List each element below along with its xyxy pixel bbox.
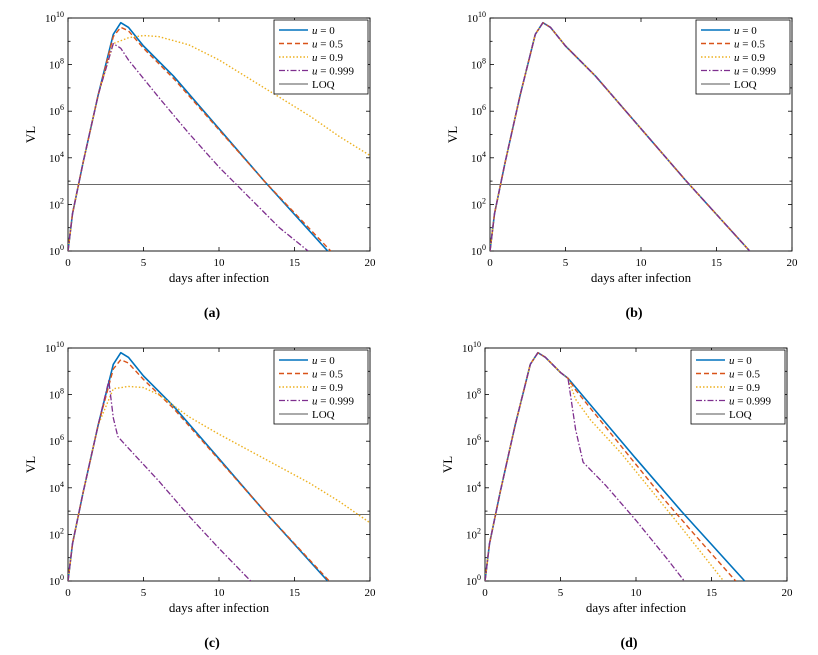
legend-label: u = 0.5 <box>734 39 765 51</box>
legend-label: u = 0.5 <box>312 369 343 381</box>
legend-label: LOQ <box>312 409 335 421</box>
y-tick-label: 106 <box>49 433 64 448</box>
y-tick-label: 108 <box>49 57 64 72</box>
y-tick-label: 1010 <box>467 10 486 25</box>
y-tick-label: 100 <box>466 573 481 588</box>
legend-label: u = 0 <box>734 25 757 37</box>
legend-label: u = 0.9 <box>734 52 765 64</box>
x-tick-label: 20 <box>787 257 799 269</box>
x-tick-label: 5 <box>141 587 147 599</box>
x-tick-label: 15 <box>706 587 718 599</box>
panel-label: (b) <box>625 306 642 321</box>
y-axis-label: VL <box>440 456 455 473</box>
y-tick-label: 106 <box>466 433 481 448</box>
panel-1: 0 5 10 15 20 100 102 104 106 108 1010 days after in… <box>23 10 376 321</box>
y-tick-label: 104 <box>466 480 481 495</box>
legend-label: LOQ <box>312 79 335 91</box>
y-tick-label: 1010 <box>45 10 64 25</box>
x-tick-label: 0 <box>65 587 71 599</box>
panel-label: (d) <box>620 636 637 651</box>
x-tick-label: 0 <box>487 257 493 269</box>
x-axis-label: days after infection <box>586 600 687 615</box>
y-axis-label: VL <box>23 126 38 143</box>
y-tick-label: 104 <box>49 150 64 165</box>
y-axis-label: VL <box>23 456 38 473</box>
x-tick-label: 5 <box>141 257 147 269</box>
y-axis-label: VL <box>445 126 460 143</box>
series-line-u09 <box>485 352 725 581</box>
y-tick-label: 1010 <box>462 340 481 355</box>
y-tick-label: 102 <box>471 196 486 211</box>
y-tick-label: 102 <box>466 526 481 541</box>
panel-2: 0 5 10 15 20 100 102 104 106 108 1010 days after in… <box>445 10 798 321</box>
x-tick-label: 20 <box>782 587 794 599</box>
x-tick-label: 20 <box>365 257 377 269</box>
legend-label: u = 0.9 <box>312 52 343 64</box>
x-tick-label: 5 <box>563 257 569 269</box>
panel-label: (a) <box>204 306 221 321</box>
y-tick-label: 100 <box>49 573 64 588</box>
legend-label: LOQ <box>729 409 752 421</box>
x-tick-label: 10 <box>214 257 226 269</box>
legend-label: u = 0 <box>729 355 752 367</box>
legend-label: u = 0 <box>312 355 335 367</box>
y-tick-label: 1010 <box>45 340 64 355</box>
legend-label: u = 0.5 <box>729 369 760 381</box>
panel-3: 0 5 10 15 20 100 102 104 106 108 1010 days after in… <box>23 340 376 651</box>
series-line-u0999 <box>68 42 309 251</box>
x-tick-label: 20 <box>365 587 377 599</box>
x-tick-label: 15 <box>289 587 301 599</box>
y-tick-label: 108 <box>466 387 481 402</box>
legend-label: u = 0.999 <box>312 396 354 408</box>
y-tick-label: 104 <box>471 150 486 165</box>
y-tick-label: 100 <box>49 243 64 258</box>
y-tick-label: 108 <box>49 387 64 402</box>
legend-label: u = 0.999 <box>734 66 776 78</box>
x-tick-label: 15 <box>289 257 301 269</box>
x-axis-label: days after infection <box>169 600 270 615</box>
y-tick-label: 102 <box>49 526 64 541</box>
series-line-u0999 <box>68 379 252 581</box>
legend-label: u = 0.5 <box>312 39 343 51</box>
legend-label: u = 0 <box>312 25 335 37</box>
y-tick-label: 104 <box>49 480 64 495</box>
legend-label: u = 0.9 <box>312 382 343 394</box>
y-tick-label: 106 <box>471 103 486 118</box>
x-tick-label: 10 <box>214 587 226 599</box>
legend-label: u = 0.999 <box>729 396 771 408</box>
x-axis-label: days after infection <box>169 270 270 285</box>
x-tick-label: 5 <box>558 587 564 599</box>
series-line-u0999 <box>485 352 685 581</box>
x-tick-label: 0 <box>65 257 71 269</box>
panel-label: (c) <box>204 636 220 651</box>
legend-label: u = 0.9 <box>729 382 760 394</box>
y-tick-label: 108 <box>471 57 486 72</box>
y-tick-label: 100 <box>471 243 486 258</box>
panel-4: 0 5 10 15 20 100 102 104 106 108 1010 days after in… <box>440 340 793 651</box>
x-axis-label: days after infection <box>591 270 692 285</box>
x-tick-label: 15 <box>711 257 723 269</box>
y-tick-label: 106 <box>49 103 64 118</box>
x-tick-label: 10 <box>636 257 648 269</box>
legend-label: u = 0.999 <box>312 66 354 78</box>
series-line-u0999 <box>490 22 751 251</box>
x-tick-label: 10 <box>631 587 643 599</box>
x-tick-label: 0 <box>482 587 488 599</box>
y-tick-label: 102 <box>49 196 64 211</box>
legend-label: LOQ <box>734 79 757 91</box>
